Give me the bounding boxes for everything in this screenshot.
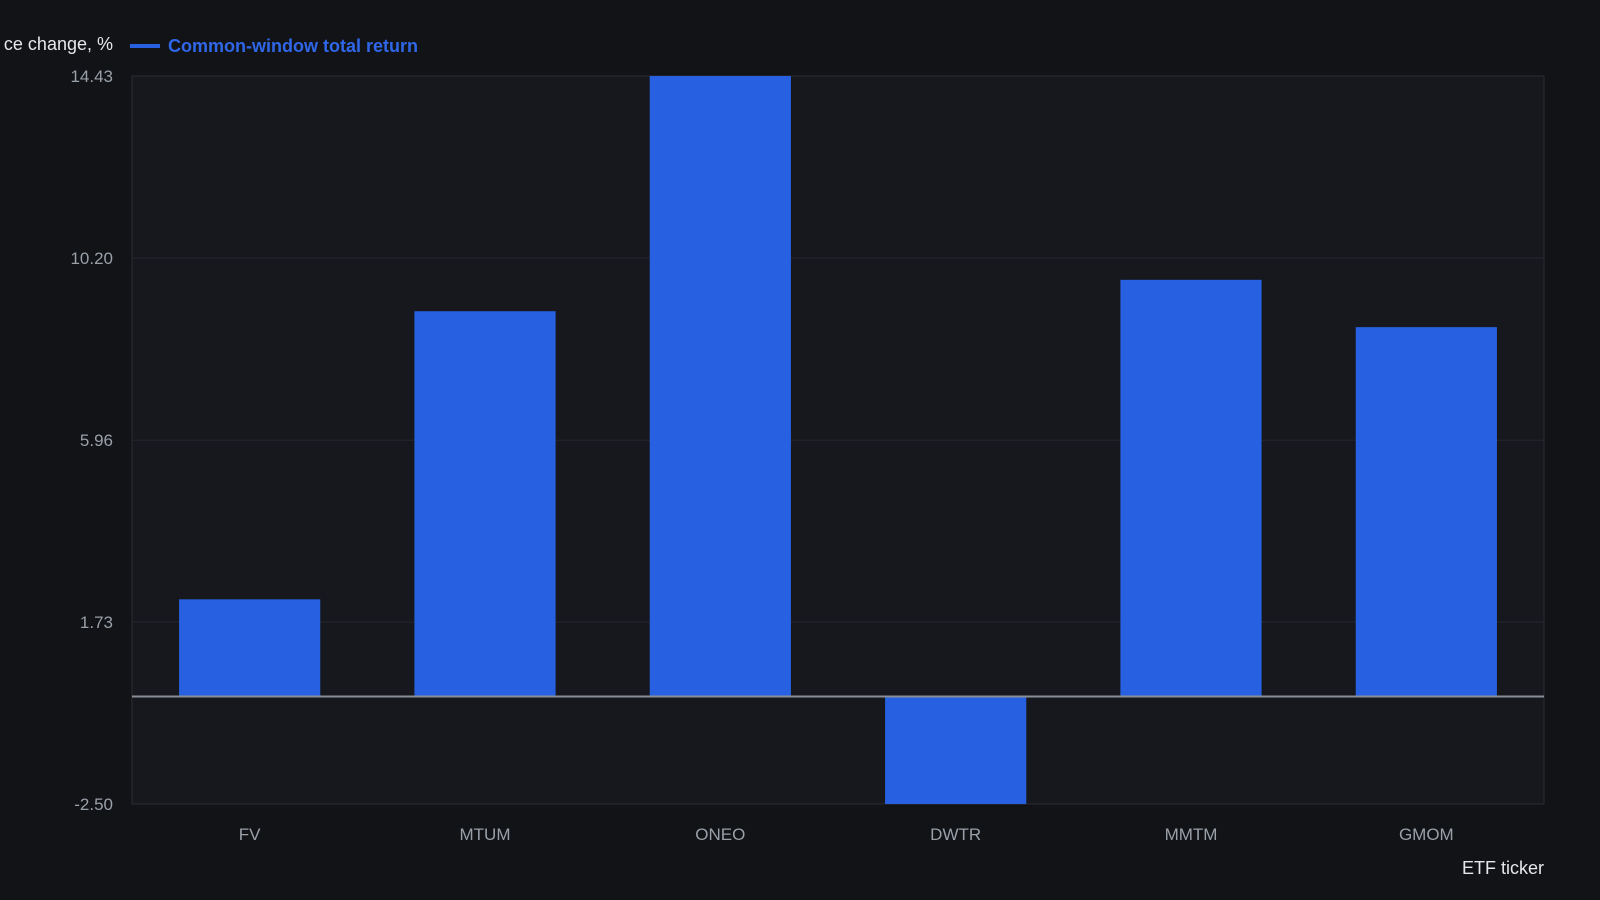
bars [179,76,1497,804]
x-axis-ticks: FV MTUM ONEO DWTR MMTM GMOM [239,825,1454,844]
bar-gmom[interactable] [1355,327,1497,697]
x-tick-label: GMOM [1399,825,1454,844]
bar-fv[interactable] [179,599,321,697]
x-tick-label: FV [239,825,261,844]
y-tick-label: 5.96 [80,431,113,450]
x-tick-label: MMTM [1165,825,1218,844]
x-tick-label: DWTR [930,825,981,844]
x-tick-label: ONEO [695,825,745,844]
y-tick-label: 10.20 [70,249,113,268]
legend-label: Common-window total return [168,36,418,56]
y-axis-ticks: 14.43 10.20 5.96 1.73 -2.50 [70,67,113,814]
bar-dwtr[interactable] [885,696,1027,804]
y-tick-label: -2.50 [74,795,113,814]
bar-mtum[interactable] [414,311,556,697]
y-axis-label: ce change, % [4,34,113,54]
y-tick-label: 1.73 [80,613,113,632]
x-tick-label: MTUM [460,825,511,844]
x-axis-label: ETF ticker [1462,858,1544,878]
bar-oneo[interactable] [649,76,791,697]
y-tick-label: 14.43 [70,67,113,86]
grid-lines [132,257,1544,623]
bar-mmtm[interactable] [1120,279,1262,697]
